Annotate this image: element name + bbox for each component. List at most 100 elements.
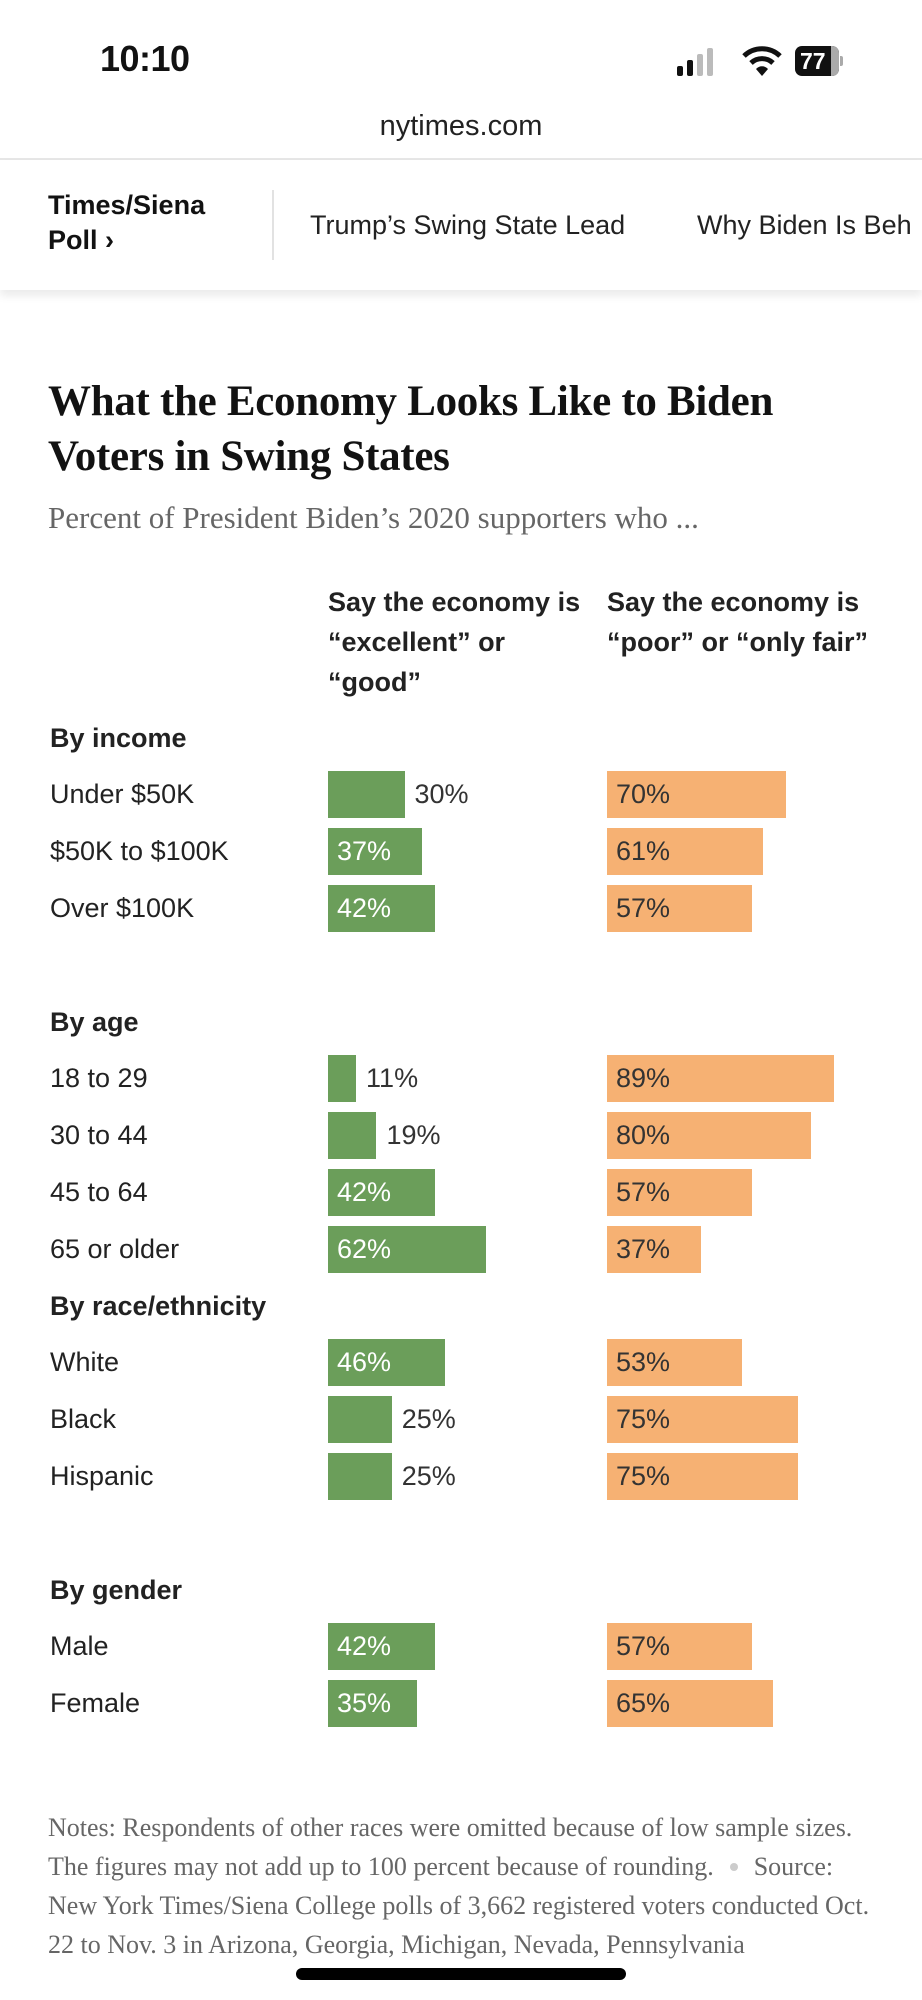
chart-row: 45 to 64 42% 57% <box>0 1164 922 1221</box>
bar-poor <box>607 1623 753 1670</box>
value-label-poor: 37% <box>616 1234 671 1264</box>
nav-link-trump-lead[interactable]: Trump’s Swing State Lead <box>310 210 626 240</box>
separator-dot <box>729 1863 738 1872</box>
value-label-good: 11% <box>366 1063 419 1093</box>
chart-row: Under $50K 30% 70% <box>0 766 922 823</box>
chart-row: Hispanic 25% 75% <box>0 1448 922 1505</box>
value-label-good: 42% <box>337 893 392 923</box>
value-label-good: 30% <box>414 779 469 809</box>
column-header-good: Say the economy is “excellent” or “good” <box>328 587 581 697</box>
value-label-poor: 53% <box>616 1347 671 1377</box>
chart-subtitle: Percent of President Biden’s 2020 suppor… <box>48 500 699 535</box>
clock: 10:10 <box>100 38 190 79</box>
bar-good <box>328 1339 446 1386</box>
value-label-poor: 57% <box>616 893 671 923</box>
bar-good <box>328 1226 487 1273</box>
bar-poor <box>607 1226 702 1273</box>
value-label-good: 35% <box>337 1688 392 1718</box>
row-label: 18 to 29 <box>50 1063 148 1093</box>
notes-text: Notes: Respondents of other races were o… <box>48 1813 853 1881</box>
bar-poor <box>607 1339 743 1386</box>
row-label: Over $100K <box>50 893 195 923</box>
bar-poor <box>607 1453 799 1500</box>
bar-poor <box>607 885 753 932</box>
row-label: Under $50K <box>50 779 195 809</box>
bar-good <box>328 1169 436 1216</box>
bar-good <box>328 1453 392 1500</box>
bar-good <box>328 885 436 932</box>
value-label-poor: 57% <box>616 1631 671 1661</box>
chart-row: Female 35% 65% <box>0 1675 922 1732</box>
value-label-poor: 57% <box>616 1177 671 1207</box>
group-header: By gender <box>50 1575 183 1605</box>
row-label: Male <box>50 1631 109 1661</box>
value-label-good: 25% <box>401 1404 456 1434</box>
bar-poor <box>607 771 786 818</box>
row-label: Female <box>50 1688 141 1718</box>
chart-row: Male 42% 57% <box>0 1618 922 1675</box>
nav-link-why-biden[interactable]: Why Biden Is Beh <box>697 210 912 240</box>
group-header: By age <box>50 1007 139 1037</box>
divider <box>0 158 922 160</box>
battery-icon: 77 <box>795 46 839 76</box>
url-bar[interactable]: nytimes.com <box>379 110 543 142</box>
bar-good <box>328 1396 392 1443</box>
source-text: Source: New York Times/Siena College pol… <box>48 1852 870 1959</box>
battery-tip <box>840 56 843 66</box>
value-label-good: 25% <box>401 1461 456 1491</box>
chart-title: What the Economy Looks Like to Biden Vot… <box>48 378 774 480</box>
status-bar: 10:10 77 <box>0 0 922 100</box>
chart-row: 18 to 29 11% 89% <box>0 1050 922 1107</box>
value-label-poor: 75% <box>616 1461 671 1491</box>
bar-good <box>328 1112 377 1159</box>
chart-row: White 46% 53% <box>0 1334 922 1391</box>
bar-good <box>328 1680 418 1727</box>
bar-poor <box>607 1680 773 1727</box>
row-label: 45 to 64 <box>50 1177 148 1207</box>
group-header: By income <box>50 723 187 753</box>
bar-good <box>328 1055 357 1102</box>
chart-row: Over $100K 42% 57% <box>0 880 922 937</box>
bar-poor <box>607 1055 834 1102</box>
value-label-good: 37% <box>337 836 392 866</box>
value-label-good: 46% <box>337 1347 392 1377</box>
nav-section-link[interactable]: Times/Siena Poll › <box>48 188 248 258</box>
group-header: By race/ethnicity <box>50 1291 267 1321</box>
row-label: Hispanic <box>50 1461 154 1491</box>
value-label-poor: 61% <box>616 836 671 866</box>
bar-good <box>328 828 423 875</box>
group-by-gender: By gender Male 42% 57% Female 35% 65% <box>0 1562 922 1846</box>
row-label: White <box>50 1347 120 1377</box>
bar-poor <box>607 1396 799 1443</box>
value-label-poor: 70% <box>616 779 671 809</box>
nav-section-label: Times/Siena Poll › <box>48 190 206 255</box>
bar-good <box>328 771 405 818</box>
chart-row: $50K to $100K 37% 61% <box>0 823 922 880</box>
group-by-income: By income Under $50K 30% 70% $50K to $100K 37… <box>0 710 922 994</box>
value-label-poor: 65% <box>616 1688 671 1718</box>
row-label: 30 to 44 <box>50 1120 148 1150</box>
column-header-poor: Say the economy is “poor” or “only fair” <box>607 587 869 657</box>
signal-icon <box>677 46 713 76</box>
value-label-good: 42% <box>337 1177 392 1207</box>
chart-row: 65 or older 62% 37% <box>0 1221 922 1278</box>
bar-poor <box>607 828 763 875</box>
bar-good <box>328 1623 436 1670</box>
value-label-poor: 75% <box>616 1404 671 1434</box>
bar-poor <box>607 1112 811 1159</box>
value-label-poor: 80% <box>616 1120 671 1150</box>
nav-divider <box>272 190 274 260</box>
value-label-good: 19% <box>386 1120 441 1150</box>
section-nav: Times/Siena Poll › Trump’s Swing State L… <box>0 160 922 290</box>
bar-chart: By income Under $50K 30% 70% $50K to $100K 37… <box>0 710 922 1846</box>
chart-row: 30 to 44 19% 80% <box>0 1107 922 1164</box>
value-label-good: 42% <box>337 1631 392 1661</box>
row-label: 65 or older <box>50 1234 180 1264</box>
wifi-icon <box>742 46 782 76</box>
value-label-poor: 89% <box>616 1063 671 1093</box>
group-by-race-ethnicity: By race/ethnicity White 46% 53% Black 25% 75% H… <box>0 1278 922 1562</box>
row-label: $50K to $100K <box>50 836 229 866</box>
chart-row: Black 25% 75% <box>0 1391 922 1448</box>
chart-notes: Notes: Respondents of other races were o… <box>48 1808 888 1964</box>
value-label-good: 62% <box>337 1234 392 1264</box>
